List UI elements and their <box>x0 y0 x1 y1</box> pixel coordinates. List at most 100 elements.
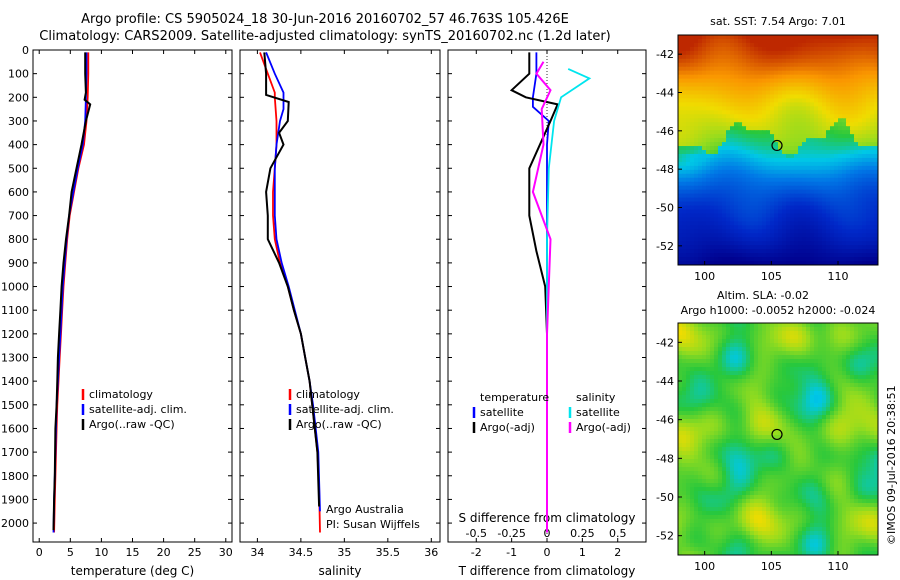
map-cell <box>774 118 779 123</box>
map-cell <box>714 399 719 404</box>
map-cell <box>730 367 735 372</box>
map-cell <box>846 110 851 115</box>
map-cell <box>738 241 743 246</box>
map-cell <box>854 423 859 428</box>
map-cell <box>830 221 835 226</box>
map-cell <box>734 213 739 219</box>
map-cell <box>734 451 739 456</box>
map-cell <box>850 233 855 238</box>
map-cell <box>742 431 747 436</box>
map-cell <box>702 94 707 100</box>
map-cell <box>850 193 855 199</box>
map-cell <box>782 233 787 238</box>
map-cell <box>702 193 707 199</box>
map-cell <box>722 431 727 436</box>
map-cell <box>734 157 739 163</box>
map-cell <box>718 150 723 155</box>
map-cell <box>834 395 839 400</box>
map-cell <box>854 161 859 167</box>
map-cell <box>714 126 719 131</box>
map-cell <box>842 431 847 436</box>
map-cell <box>738 201 743 207</box>
map-cell <box>770 50 775 56</box>
map-cell <box>694 407 699 412</box>
map-cell <box>734 106 739 111</box>
map-cell <box>694 447 699 452</box>
map-cell <box>742 46 747 52</box>
map-cell <box>866 343 871 348</box>
map-cell <box>766 249 771 254</box>
map-cell <box>734 475 739 480</box>
map-cell <box>758 62 763 68</box>
map-cell <box>822 189 827 195</box>
map-cell <box>682 146 687 151</box>
map-cell <box>818 225 823 230</box>
map-cell <box>770 451 775 456</box>
map-cell <box>702 411 707 416</box>
map-cell <box>866 122 871 127</box>
map-cell <box>706 423 711 428</box>
map-cell <box>698 459 703 464</box>
map-cell <box>746 177 751 183</box>
map-cell <box>766 427 771 432</box>
map-cell <box>678 395 683 400</box>
map-cell <box>822 379 827 384</box>
map-cell <box>766 257 771 262</box>
map-cell <box>830 197 835 203</box>
map-cell <box>734 221 739 226</box>
map-cell <box>802 86 807 92</box>
map-cell <box>718 399 723 404</box>
map-cell <box>702 126 707 131</box>
map-cell <box>838 54 843 60</box>
map-cell <box>734 134 739 139</box>
map-cell <box>846 423 851 428</box>
map-cell <box>826 86 831 92</box>
map-cell <box>806 50 811 56</box>
map-cell <box>862 201 867 207</box>
map-cell <box>706 217 711 222</box>
map-cell <box>874 415 878 420</box>
map-cell <box>722 126 727 131</box>
map-cell <box>854 443 859 448</box>
map-cell <box>762 253 767 258</box>
map-cell <box>694 435 699 440</box>
map-cell <box>850 237 855 242</box>
map-cell <box>782 371 787 376</box>
map-cell <box>710 439 715 444</box>
map-cell <box>842 435 847 440</box>
map-cell <box>766 189 771 195</box>
map-cell <box>822 323 827 328</box>
map-cell <box>678 209 683 215</box>
map-cell <box>690 169 695 175</box>
map-cell <box>726 411 731 416</box>
map-cell <box>758 467 763 472</box>
map-cell <box>702 42 707 48</box>
map-cell <box>842 122 847 127</box>
map-cell <box>818 399 823 404</box>
map-cell <box>814 209 819 215</box>
map-cell <box>826 233 831 238</box>
map-cell <box>790 395 795 400</box>
map-cell <box>806 209 811 215</box>
map-cell <box>846 126 851 131</box>
map-cell <box>754 439 759 444</box>
map-cell <box>818 323 823 328</box>
map-cell <box>762 102 767 107</box>
map-cell <box>854 383 859 388</box>
map-cell <box>842 201 847 207</box>
map-cell <box>750 189 755 195</box>
map-cell <box>826 138 831 143</box>
map-cell <box>850 217 855 222</box>
map-cell <box>738 233 743 238</box>
map-cell <box>798 347 803 352</box>
map-cell <box>846 221 851 226</box>
map-cell <box>874 411 878 416</box>
map-cell <box>834 327 839 332</box>
map-cell <box>794 347 799 352</box>
map-cell <box>834 189 839 195</box>
map-cell <box>770 351 775 356</box>
map-cell <box>822 70 827 76</box>
map-cell <box>702 78 707 84</box>
map-cell <box>810 447 815 452</box>
map-cell <box>798 62 803 68</box>
